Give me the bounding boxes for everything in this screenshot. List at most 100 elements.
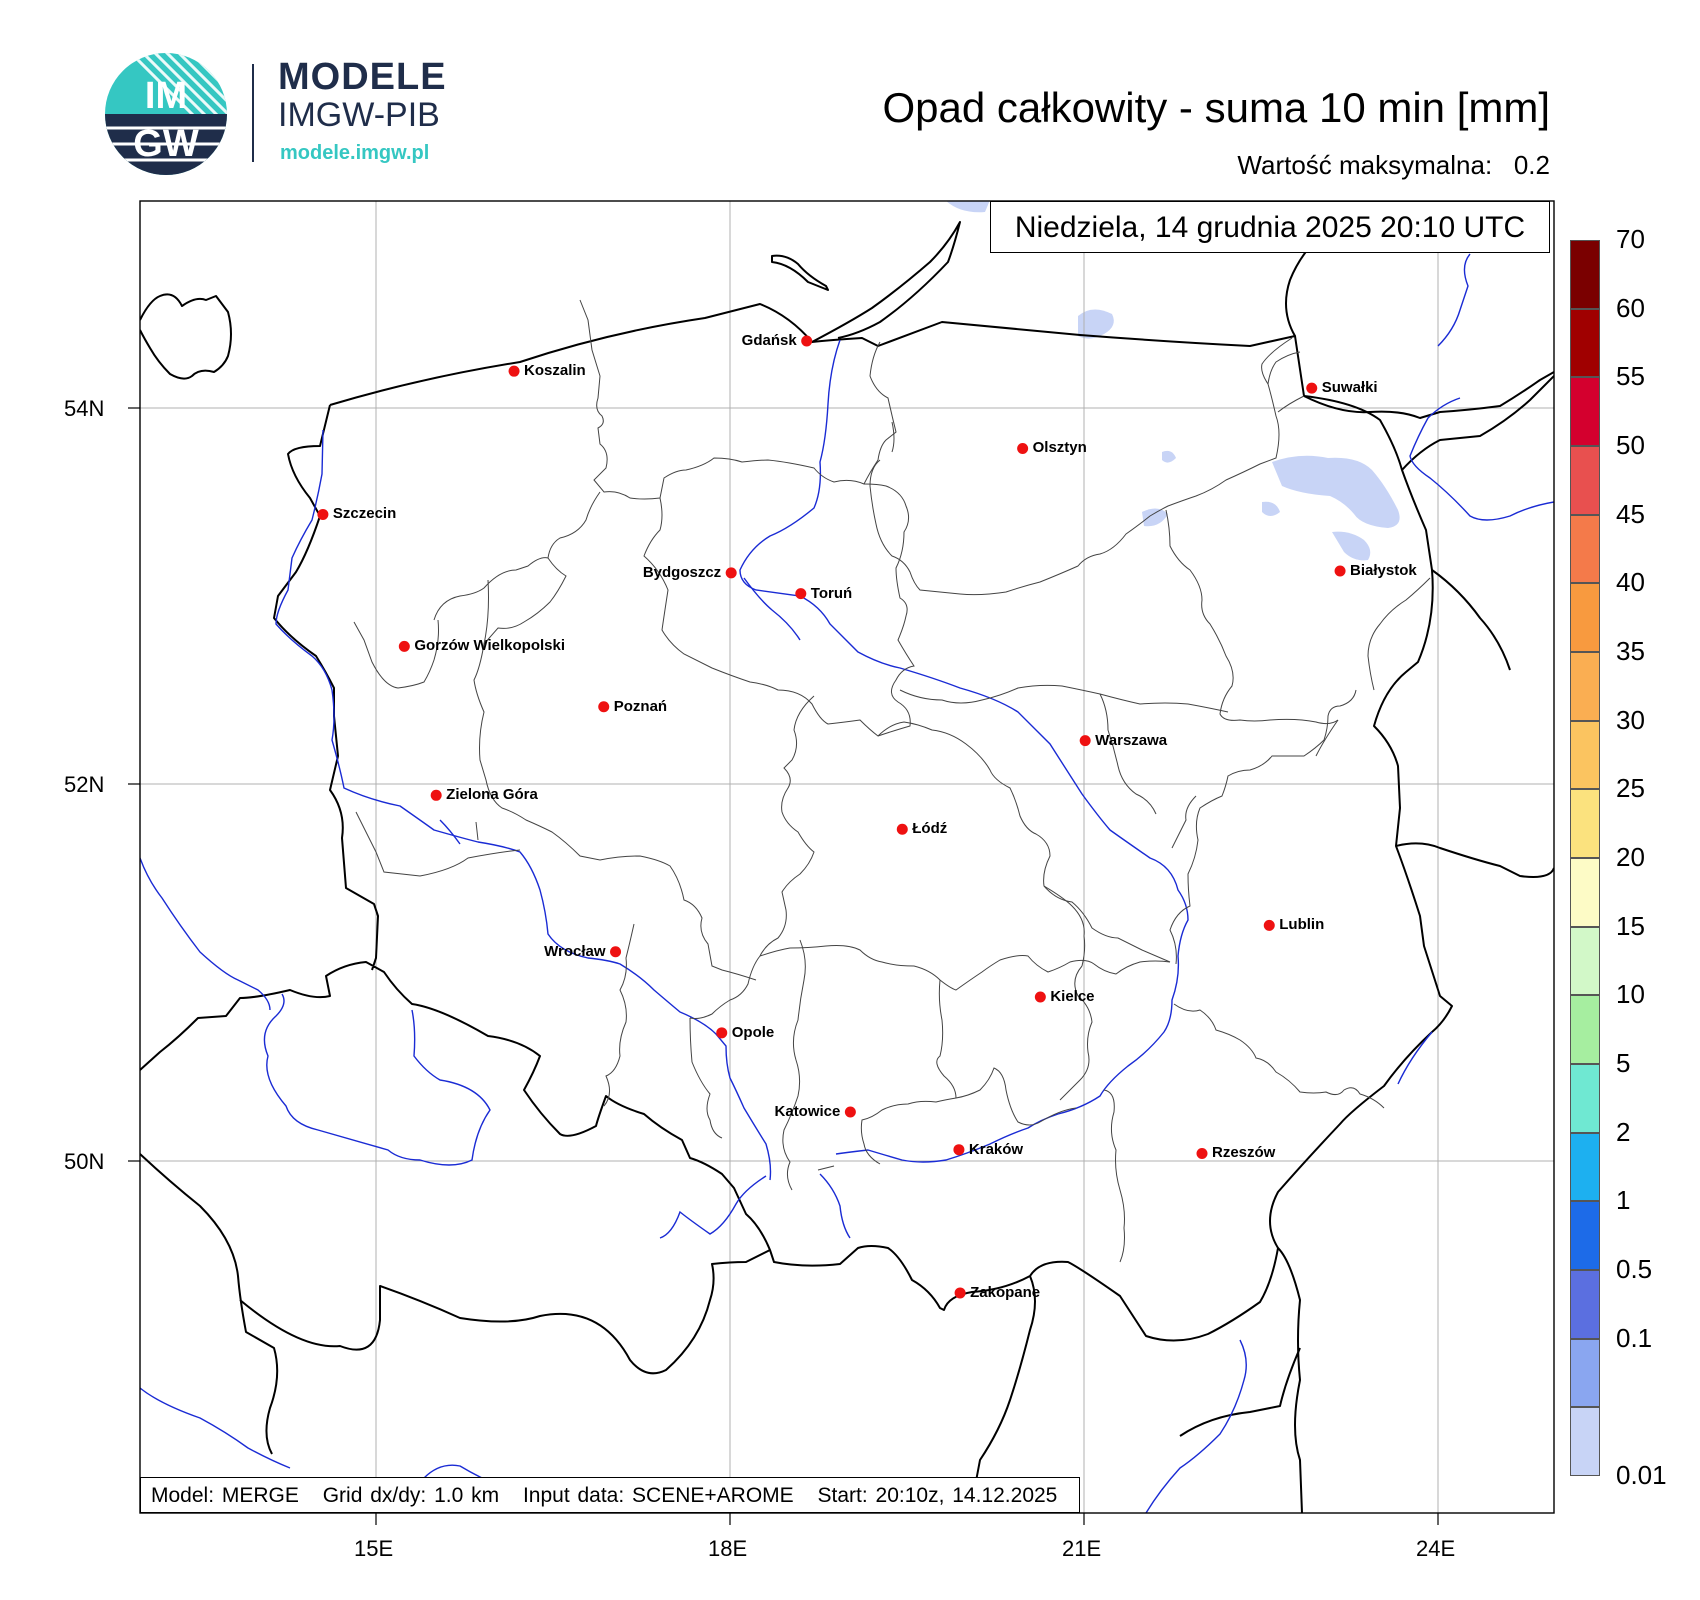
border-germany-west (140, 293, 232, 380)
voivodeship-border (1103, 1089, 1125, 1263)
voivodeship-border (643, 483, 915, 737)
voivodeship-border (759, 945, 1171, 991)
city-point (801, 335, 813, 347)
colorbar-label: 20 (1616, 842, 1645, 872)
city-point (954, 1287, 966, 1299)
city-label: Kraków (968, 1140, 1024, 1158)
city-label: Katowice (774, 1102, 841, 1120)
city-label: Koszalin (524, 362, 586, 380)
precip-patch (1332, 531, 1371, 561)
colorbar-label: 60 (1616, 292, 1645, 323)
colorbar-segment (1570, 1338, 1600, 1408)
map-frame (139, 200, 1555, 1514)
colorbar-segment (1570, 240, 1600, 309)
axis-ticks (128, 407, 1439, 1525)
precip-patch (1162, 450, 1176, 463)
river-south (140, 1387, 561, 1487)
river-elbe (140, 857, 271, 1011)
colorbar-label: 30 (1616, 704, 1645, 735)
colorbar-label: 2 (1616, 1116, 1631, 1147)
coast-vistula-spit (811, 221, 961, 343)
logo-url[interactable]: modele.imgw.pl (280, 142, 430, 164)
precip-patch (1142, 508, 1168, 527)
river-neisse (263, 819, 491, 1166)
voivodeship-border (869, 351, 1301, 596)
colorbar-label: 45 (1616, 498, 1645, 529)
voivodeship-border (1367, 577, 1431, 691)
colorbar-label: 25 (1616, 773, 1645, 804)
colorbar-label: 55 (1616, 361, 1645, 392)
city-label: Wrocław (544, 942, 606, 960)
colorbar-segment (1570, 1407, 1600, 1476)
chart-title: Opad całkowity - suma 10 min [mm] (882, 84, 1550, 131)
lon-label-24e: 24E (1416, 1536, 1456, 1561)
colorbar-label: 10 (1616, 979, 1645, 1010)
colorbar-label: 1 (1616, 1185, 1631, 1216)
colorbar-segment (1570, 1270, 1600, 1339)
border-czech-austria (140, 1153, 771, 1455)
lon-label-18e: 18E (708, 1536, 748, 1561)
river-vistula (739, 339, 1189, 1163)
lat-label-54n: 54N (64, 396, 105, 421)
voivodeship-border (603, 923, 723, 1139)
precip-patch (1272, 455, 1400, 528)
logo-divider (252, 64, 254, 162)
voivodeship-border (955, 1067, 1077, 1126)
precipitation-areas (946, 201, 1400, 561)
voivodeship-border (473, 491, 757, 981)
city-label: Kielce (1050, 988, 1095, 1005)
river-oder (275, 429, 772, 1181)
colorbar-label: 35 (1616, 636, 1645, 666)
city-label: Rzeszów (1212, 1144, 1276, 1162)
city-point (598, 701, 610, 713)
lon-label-21e: 21E (1062, 1536, 1102, 1561)
city-point (1334, 565, 1346, 577)
lat-label-50n: 50N (64, 1149, 105, 1174)
rivers (140, 253, 1554, 1513)
colorbar-segment (1570, 789, 1600, 858)
city-point (844, 1106, 856, 1118)
city-label: Suwałki (1321, 379, 1378, 397)
city-label: Łódź (912, 820, 948, 838)
city-label: Szczecin (332, 505, 397, 523)
river-warta (743, 577, 801, 641)
colorbar-segment (1570, 652, 1600, 721)
voivodeship-borders (353, 299, 1431, 1263)
border-belarus (1401, 375, 1554, 671)
country-borders (140, 209, 1554, 1513)
city-label: Gdańsk (741, 332, 797, 350)
city-point (317, 508, 329, 520)
model-info: Model: MERGE Grid dx/dy: 1.0 km Input da… (140, 1477, 1080, 1513)
max-value-label: Wartość maksymalna: (1237, 150, 1493, 180)
grid-resolution: Grid dx/dy: 1.0 km (322, 1484, 500, 1507)
coast-hel (771, 254, 829, 291)
graticule (140, 201, 1554, 1513)
city-point (398, 640, 410, 652)
city-point (795, 588, 807, 600)
river-dniester (1145, 1339, 1247, 1513)
lat-label-52n: 52N (64, 772, 105, 797)
city-point (953, 1144, 965, 1156)
city-label: Gorzów Wielkopolski (414, 637, 566, 655)
city-point (1017, 442, 1029, 454)
voivodeship-border (877, 721, 1086, 967)
model-name: Model: MERGE (151, 1484, 299, 1507)
voivodeship-border (899, 684, 1229, 713)
voivodeship-border (353, 619, 439, 689)
river-bug (1397, 253, 1554, 1085)
voivodeship-border (1043, 885, 1171, 963)
voivodeship-border (1165, 509, 1339, 725)
colorbar-segment (1570, 377, 1600, 446)
river-poprad (819, 1173, 851, 1239)
voivodeship-border (860, 979, 957, 1165)
colorbar-label: 0.1 (1616, 1322, 1653, 1353)
city-point (716, 1027, 728, 1039)
colorbar-label: 15 (1616, 910, 1645, 941)
colorbar-label: 5 (1616, 1048, 1631, 1078)
city-label: Bydgoszcz (642, 563, 722, 581)
voivodeship-border (782, 939, 835, 1191)
colorbar-segment (1570, 1201, 1600, 1270)
city-point (896, 823, 908, 835)
input-data: Input data: SCENE+AROME (522, 1484, 794, 1507)
